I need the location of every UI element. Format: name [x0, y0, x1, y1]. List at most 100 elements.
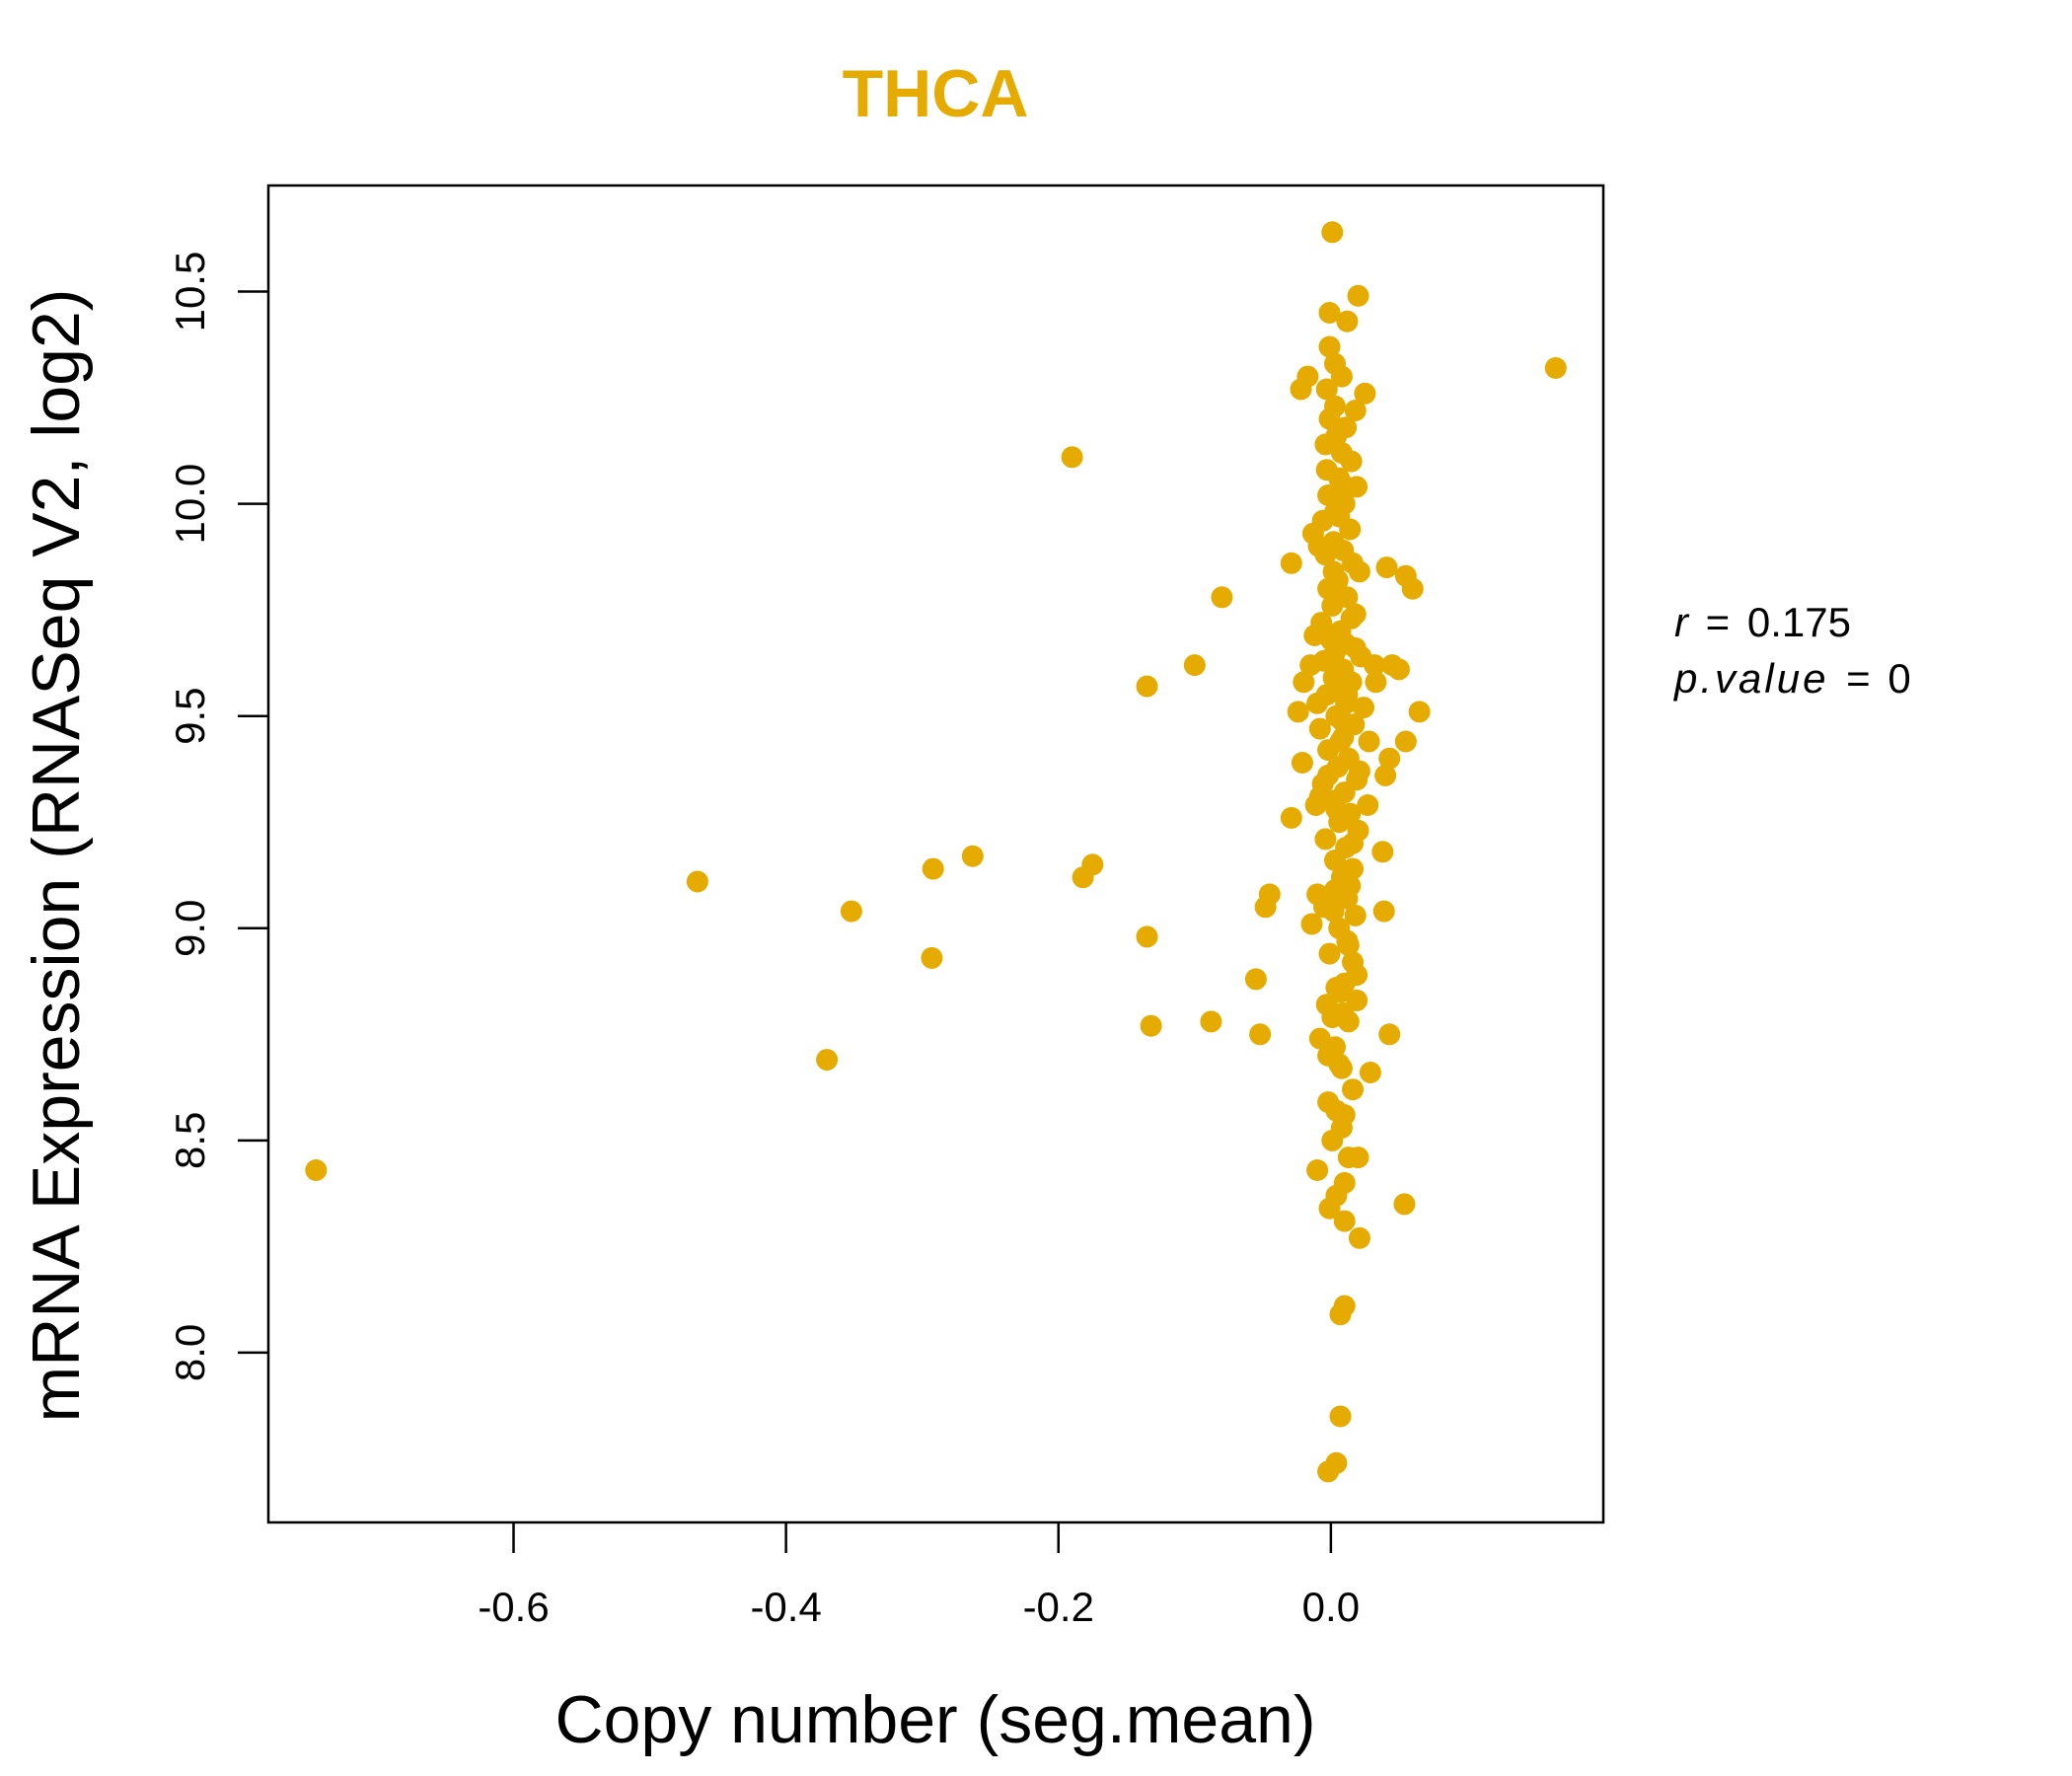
y-tick-label: 8.0	[167, 1324, 213, 1381]
data-point	[1336, 929, 1359, 952]
data-point	[1328, 505, 1351, 528]
data-point	[1344, 904, 1367, 926]
data-point	[1325, 424, 1348, 447]
data-point	[1335, 476, 1358, 498]
data-point	[1321, 1129, 1344, 1151]
r-equals: =	[1706, 599, 1731, 645]
data-point	[1136, 675, 1158, 698]
data-point	[1293, 671, 1315, 694]
r-symbol: r	[1674, 599, 1690, 645]
p-equals: =	[1846, 655, 1871, 702]
data-point	[1280, 552, 1302, 574]
data-point	[922, 857, 944, 880]
data-point	[1336, 310, 1359, 333]
data-point	[1183, 654, 1206, 677]
data-point	[1329, 1405, 1352, 1428]
r-value: 0.175	[1747, 599, 1851, 645]
data-point	[1140, 1014, 1162, 1037]
data-point	[1375, 556, 1398, 579]
data-point	[1318, 335, 1341, 358]
data-point	[1321, 594, 1344, 617]
data-point	[1371, 841, 1394, 863]
data-point	[1342, 1078, 1364, 1101]
data-point	[1314, 828, 1337, 851]
data-point	[1344, 400, 1367, 421]
data-point	[1313, 896, 1335, 919]
data-point	[1317, 484, 1340, 506]
data-point	[1357, 794, 1379, 816]
data-point	[1321, 221, 1344, 244]
data-point	[1393, 1193, 1416, 1216]
data-point	[816, 1049, 839, 1072]
data-point	[1329, 1303, 1352, 1326]
data-point	[1317, 764, 1340, 786]
data-point	[1291, 752, 1313, 774]
y-tick-label: 10.0	[167, 464, 213, 545]
data-point	[1317, 577, 1340, 600]
data-point	[1324, 850, 1346, 871]
data-point	[1378, 747, 1401, 770]
data-point	[1249, 1023, 1272, 1046]
data-point	[1353, 697, 1374, 719]
data-point	[1359, 1062, 1381, 1083]
data-point	[1330, 365, 1353, 388]
data-point	[1348, 760, 1370, 782]
data-point	[1318, 1197, 1341, 1220]
data-point	[1200, 1010, 1222, 1033]
x-tick-label: 0.0	[1302, 1584, 1360, 1630]
data-point	[1325, 798, 1348, 821]
data-point	[1303, 625, 1326, 646]
data-point	[961, 845, 984, 867]
data-point	[1348, 560, 1370, 583]
data-point	[1308, 785, 1331, 808]
data-point	[1347, 284, 1369, 307]
data-point	[1544, 357, 1567, 379]
x-axis: -0.6 -0.4 -0.2 0.0	[478, 1522, 1360, 1630]
data-point	[840, 900, 862, 923]
data-point	[1365, 671, 1387, 694]
data-point	[1300, 913, 1323, 935]
data-point	[1211, 586, 1233, 609]
data-point	[1333, 1210, 1356, 1232]
data-point	[1364, 654, 1386, 677]
y-tick-label: 9.5	[167, 688, 213, 745]
data-point	[1254, 896, 1277, 919]
data-points	[305, 221, 1567, 1483]
data-point	[305, 1159, 328, 1181]
data-point	[1408, 701, 1431, 723]
data-point	[1318, 407, 1341, 430]
data-point	[1319, 629, 1342, 651]
data-point	[1346, 989, 1369, 1011]
data-point	[1244, 968, 1267, 991]
p-statistic: p.value = 0	[1672, 655, 1911, 702]
data-point	[1322, 560, 1345, 583]
x-tick-label: -0.6	[478, 1584, 549, 1630]
data-point	[1307, 535, 1330, 557]
y-axis-label: mRNA Expression (RNASeq V2, log2)	[19, 289, 94, 1423]
data-point	[1280, 806, 1302, 829]
y-axis: 8.0 8.5 9.0 9.5 10.0 10.5	[167, 252, 268, 1381]
data-point	[1299, 654, 1322, 677]
data-point	[1340, 607, 1363, 629]
p-symbol: p.value	[1672, 655, 1828, 702]
data-point	[1136, 925, 1158, 948]
y-tick-label: 10.5	[167, 252, 213, 333]
data-point	[1287, 701, 1309, 723]
x-tick-label: -0.4	[750, 1584, 821, 1630]
data-point	[1306, 692, 1329, 714]
data-point	[1348, 1226, 1370, 1249]
y-tick-label: 8.5	[167, 1112, 213, 1169]
x-axis-label: Copy number (seg.mean)	[555, 1682, 1315, 1757]
data-point	[1317, 1460, 1340, 1483]
data-point	[1290, 378, 1312, 401]
data-point	[1347, 1147, 1369, 1169]
data-point	[1358, 730, 1380, 753]
data-point	[1072, 866, 1094, 889]
p-value: 0	[1887, 655, 1910, 702]
data-point	[1328, 1053, 1351, 1075]
y-tick-label: 9.0	[167, 900, 213, 957]
data-point	[1342, 832, 1364, 854]
data-point	[1061, 446, 1083, 469]
data-point	[1336, 684, 1359, 706]
